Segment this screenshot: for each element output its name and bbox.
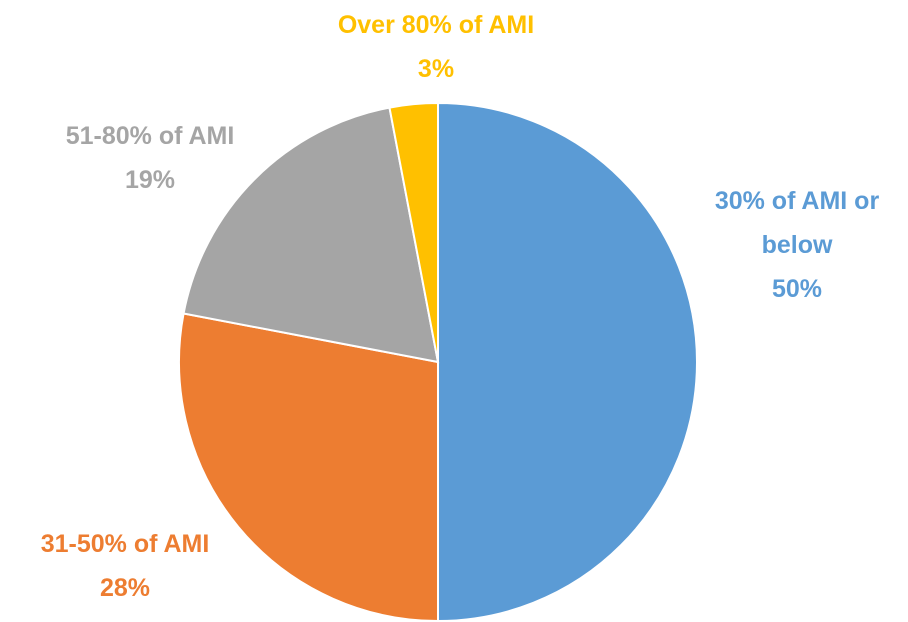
pie-slice bbox=[182, 106, 440, 364]
pie-slice bbox=[178, 312, 439, 622]
pie-slice bbox=[437, 101, 698, 622]
slice-label: 31-50% of AMI 28% bbox=[41, 522, 210, 610]
slice-category: 31-50% of AMI bbox=[40, 530, 210, 558]
slice-value: 3% bbox=[417, 55, 455, 83]
slice-label: 30% of AMI or below 50% bbox=[690, 179, 905, 311]
slice-value: 28% bbox=[99, 574, 151, 602]
slice-category: 30% of AMI or below bbox=[714, 187, 880, 259]
slice-label: 51-80% of AMI 19% bbox=[66, 114, 235, 202]
slice-category: Over 80% of AMI bbox=[337, 11, 535, 39]
slice-category: 51-80% of AMI bbox=[65, 122, 235, 150]
slice-value: 50% bbox=[771, 275, 823, 303]
slice-value: 19% bbox=[124, 166, 176, 194]
pie-slice bbox=[388, 101, 439, 363]
slice-label: Over 80% of AMI 3% bbox=[338, 3, 534, 91]
